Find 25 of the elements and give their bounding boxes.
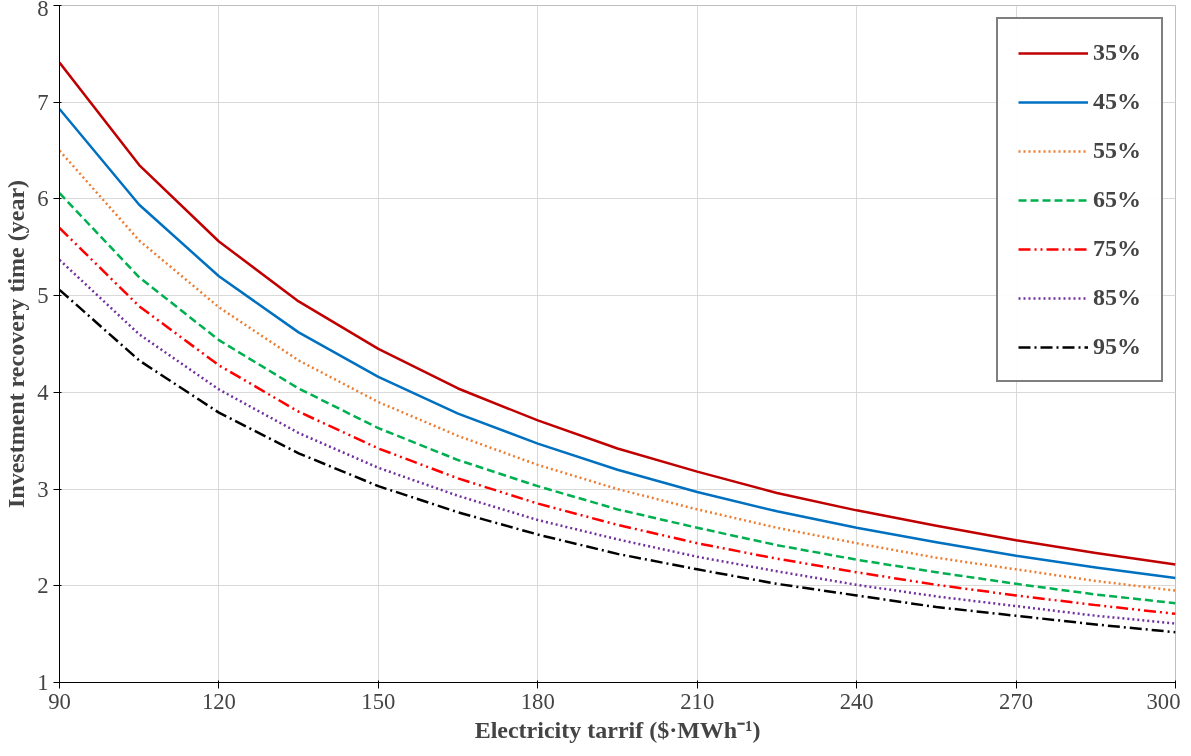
y-tick-label: 7	[37, 89, 49, 115]
x-tick-label: 150	[361, 688, 396, 714]
y-tick-label: 8	[37, 0, 49, 21]
x-tick-label: 210	[680, 688, 715, 714]
legend-label: 35%	[1093, 39, 1141, 66]
legend-label: 85%	[1093, 284, 1141, 311]
x-tick-label: 90	[48, 688, 71, 714]
x-tick-label: 120	[201, 688, 236, 714]
x-axis-title: Electricity tarrif ($·MWh⁻¹)	[474, 716, 761, 743]
y-tick-label: 2	[37, 573, 49, 599]
y-tick-label: 6	[37, 186, 49, 212]
y-tick-label: 4	[37, 379, 49, 405]
y-tick-label: 5	[37, 283, 49, 309]
y-axis-title: Investment recovery time (year)	[3, 179, 30, 509]
legend-label: 65%	[1093, 186, 1141, 213]
y-tick-label: 3	[37, 476, 49, 502]
legend-label: 55%	[1093, 137, 1141, 164]
legend-label: 45%	[1093, 88, 1141, 115]
x-tick-label: 270	[999, 688, 1034, 714]
x-tick-label: 300	[1146, 688, 1181, 714]
x-tick-label: 180	[520, 688, 555, 714]
x-tick-label: 240	[839, 688, 874, 714]
legend-label: 95%	[1093, 333, 1141, 360]
y-tick-label: 1	[37, 670, 49, 695]
legend-label: 75%	[1093, 235, 1141, 262]
